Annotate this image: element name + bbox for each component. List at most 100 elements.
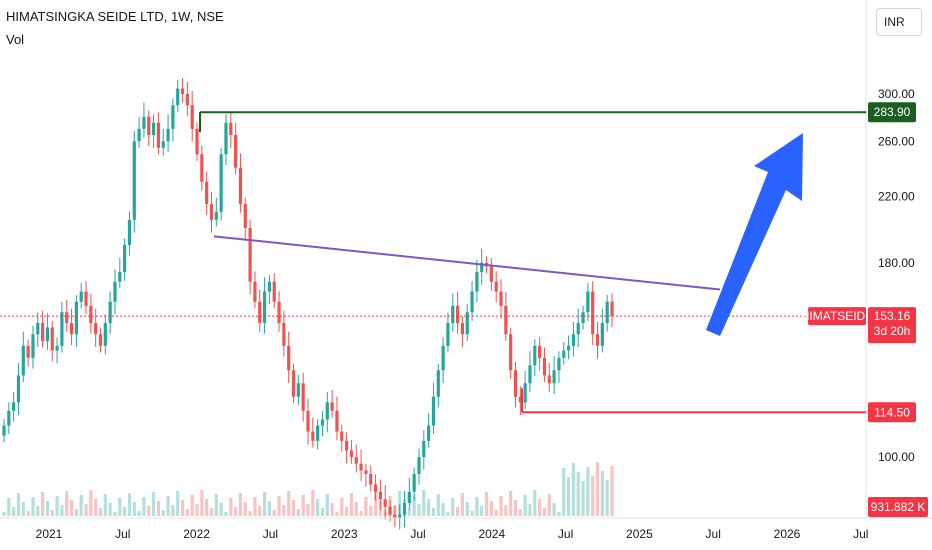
volume-bar [176,491,180,516]
volume-bar [113,512,117,516]
volume-bar [600,471,604,516]
volume-bar [316,499,320,516]
volume-bar [369,506,373,516]
time-tick-label: Jul [263,527,278,541]
volume-bar [253,497,257,516]
svg-text:283.90: 283.90 [874,105,911,119]
volume-bar [209,508,214,516]
volume-bar [431,508,436,516]
volume-bar [166,496,170,516]
time-tick-label: Jul [853,527,868,541]
volume-bar [118,498,122,516]
volume-bar [132,502,136,516]
volume-bar [542,508,547,516]
volume-bar [7,498,11,516]
volume-bar [108,503,112,516]
volume-bar [417,504,421,516]
volume-bar [446,512,450,516]
volume-bar [378,501,382,516]
time-tick-label: 2023 [331,527,358,541]
volume-bar [151,492,156,516]
volume-bar [509,491,513,516]
volume-bar [205,499,209,516]
volume-bar [277,496,281,516]
volume-bar [123,507,127,516]
volume-bar [504,505,508,516]
candle-body [205,181,209,205]
candle-body [369,473,373,485]
volume-bar [513,500,518,516]
candle-body [282,323,286,346]
volume-bar [566,477,571,516]
candle-body [94,323,98,335]
price-tick-label: 220.00 [878,189,915,203]
candle-body [581,312,585,324]
volume-bar [571,463,575,516]
volume-bar [311,490,315,516]
candle-body [267,281,271,292]
volume-bar [349,493,354,516]
candle-body [248,227,252,282]
volume-bar [219,503,223,516]
volume-bar [2,512,6,516]
volume-bar [422,490,426,516]
svg-text:114.50: 114.50 [874,405,910,419]
chart-title: HIMATSINGKA SEIDE LTD, 1W, NSE [6,9,224,24]
candle-body [7,410,11,426]
time-tick-label: 2021 [36,527,63,541]
volume-bar [460,493,465,516]
candle-body [576,323,580,335]
candle-body [190,105,194,129]
candle-body [195,128,199,155]
projection-arrow-icon[interactable] [706,133,803,336]
candle-body [591,291,595,335]
volume-bar [60,505,64,516]
candle-body [586,291,590,313]
candle-body [243,204,247,228]
candle-body [518,396,522,403]
candle-body [316,425,320,441]
currency-selector[interactable]: INR [876,8,922,36]
candle-body [113,281,117,302]
price-tick-label: 300.00 [878,87,915,101]
volume-bar [354,502,358,516]
trendline[interactable] [213,235,721,291]
candle-body [209,204,214,220]
volume-bar [393,505,397,516]
volume-bar [200,490,204,516]
volume-bar [94,499,98,516]
volume-bar [455,507,460,516]
volume-bar [383,510,387,516]
volume-bar [156,501,161,516]
candle-body [36,323,40,335]
volume-bar [84,504,88,516]
volume-series [2,462,614,516]
candle-body [176,88,180,106]
volume-bar [45,501,50,516]
candle-body [533,345,537,366]
volume-bar [494,510,498,516]
volume-bar [161,510,165,516]
candle-body [287,345,291,371]
volume-bar [248,511,252,516]
candle-body [84,291,88,306]
volume-bar [591,476,595,516]
candle-body [147,116,151,135]
candle-body [600,323,604,346]
time-tick-label: 2026 [774,527,801,541]
candle-body [427,425,431,441]
candle-body [166,128,170,142]
candle-body [335,410,339,432]
volume-bar [427,499,431,516]
time-tick-label: 2022 [183,527,210,541]
candle-body [16,375,21,403]
volume-bar [533,490,537,516]
candle-body [142,116,146,129]
candle-body [378,491,382,500]
candle-body [65,312,69,324]
candle-body [2,425,6,436]
candle-body [489,266,493,282]
time-tick-label: Jul [115,527,130,541]
volume-bar [296,509,300,516]
